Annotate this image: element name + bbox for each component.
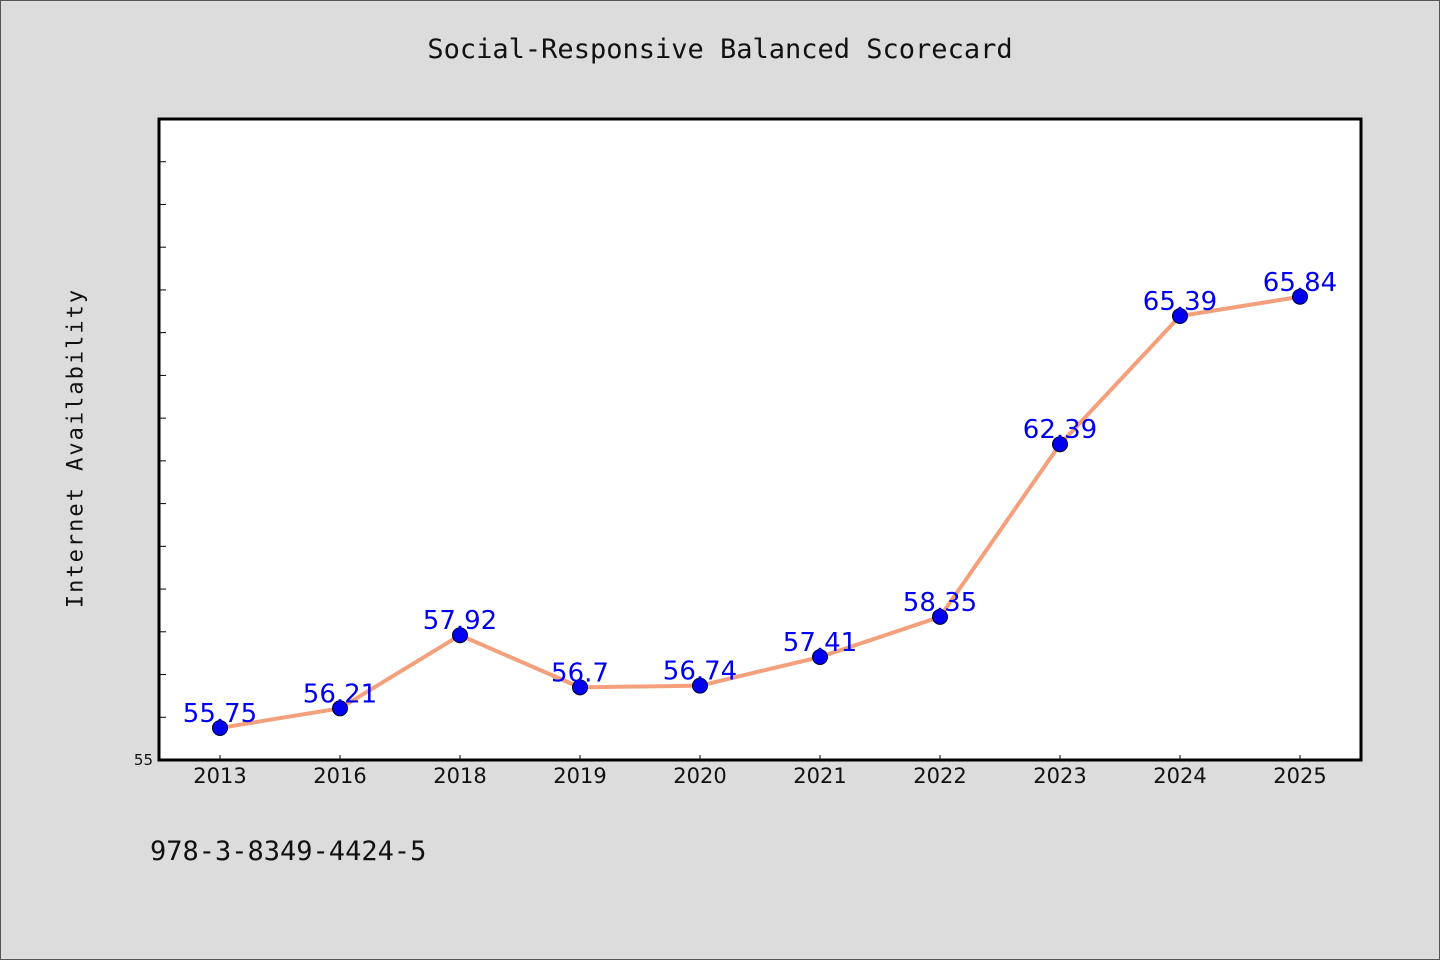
data-point <box>452 627 468 644</box>
data-label: 57.92 <box>423 606 497 636</box>
data-label: 56.7 <box>551 658 609 688</box>
x-tick-label: 2022 <box>913 764 966 788</box>
data-point <box>1292 288 1308 305</box>
data-point <box>1172 308 1188 325</box>
data-label: 65.39 <box>1143 287 1217 317</box>
data-point <box>1052 436 1068 453</box>
chart-title: Social-Responsive Balanced Scorecard <box>427 34 1013 65</box>
data-labels-layer: 55.75 56.21 57.92 56.7 56.74 57.41 58.35 62.39 6… <box>183 268 1337 729</box>
data-point <box>692 677 708 694</box>
data-label: 56.74 <box>663 657 737 687</box>
series-line <box>218 294 1302 730</box>
data-label: 56.21 <box>303 679 377 709</box>
data-label: 65.84 <box>1263 268 1337 298</box>
data-point <box>332 700 348 717</box>
data-label: 62.39 <box>1023 415 1097 445</box>
data-point <box>572 679 588 696</box>
data-label: 55.75 <box>183 699 257 729</box>
x-tick-label: 2025 <box>1273 764 1326 788</box>
x-axis-ticks: 2013 2016 2018 2019 2020 2021 2022 2023 2024 2025 <box>193 755 1327 788</box>
x-tick-label: 2019 <box>553 764 606 788</box>
data-point <box>212 719 228 736</box>
x-tick-label: 2020 <box>673 764 726 788</box>
plot-area <box>157 117 1363 762</box>
data-label: 58.35 <box>903 588 977 618</box>
isbn-code: 978-3-8349-4424-5 <box>150 836 427 867</box>
x-tick-label: 2013 <box>193 764 246 788</box>
x-tick-label: 2024 <box>1153 764 1206 788</box>
series-layer <box>212 288 1308 736</box>
data-point <box>812 649 828 666</box>
y-axis-ticks: 55 <box>134 161 166 769</box>
data-label: 57.41 <box>783 628 857 658</box>
x-tick-label: 2023 <box>1033 764 1086 788</box>
x-tick-label: 2016 <box>313 764 366 788</box>
x-tick-label: 2018 <box>433 764 486 788</box>
y-tick-label: 55 <box>134 751 153 769</box>
data-point <box>932 608 948 625</box>
x-tick-label: 2021 <box>793 764 846 788</box>
